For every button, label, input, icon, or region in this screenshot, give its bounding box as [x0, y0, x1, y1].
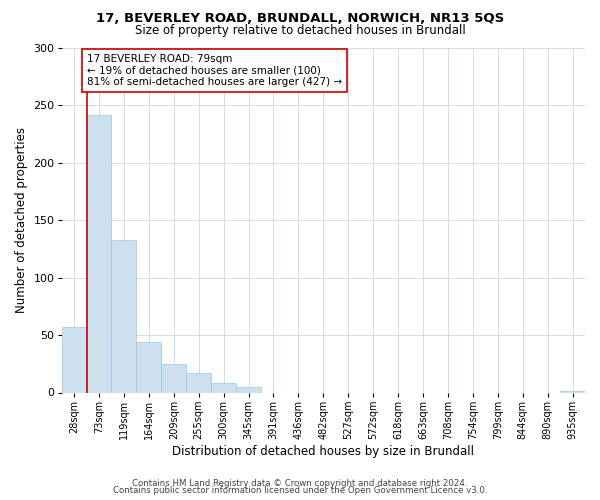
Text: Contains HM Land Registry data © Crown copyright and database right 2024.: Contains HM Land Registry data © Crown c…: [132, 478, 468, 488]
Bar: [236, 387, 261, 392]
Text: Size of property relative to detached houses in Brundall: Size of property relative to detached ho…: [134, 24, 466, 37]
Bar: [136, 342, 161, 392]
Bar: [186, 373, 211, 392]
X-axis label: Distribution of detached houses by size in Brundall: Distribution of detached houses by size …: [172, 444, 475, 458]
Text: 17 BEVERLEY ROAD: 79sqm
← 19% of detached houses are smaller (100)
81% of semi-d: 17 BEVERLEY ROAD: 79sqm ← 19% of detache…: [87, 54, 342, 87]
Y-axis label: Number of detached properties: Number of detached properties: [15, 128, 28, 313]
Bar: [112, 240, 136, 392]
Bar: [211, 384, 236, 392]
Bar: [62, 327, 86, 392]
Text: 17, BEVERLEY ROAD, BRUNDALL, NORWICH, NR13 5QS: 17, BEVERLEY ROAD, BRUNDALL, NORWICH, NR…: [96, 12, 504, 26]
Bar: [86, 114, 112, 392]
Bar: [161, 364, 186, 392]
Text: Contains public sector information licensed under the Open Government Licence v3: Contains public sector information licen…: [113, 486, 487, 495]
